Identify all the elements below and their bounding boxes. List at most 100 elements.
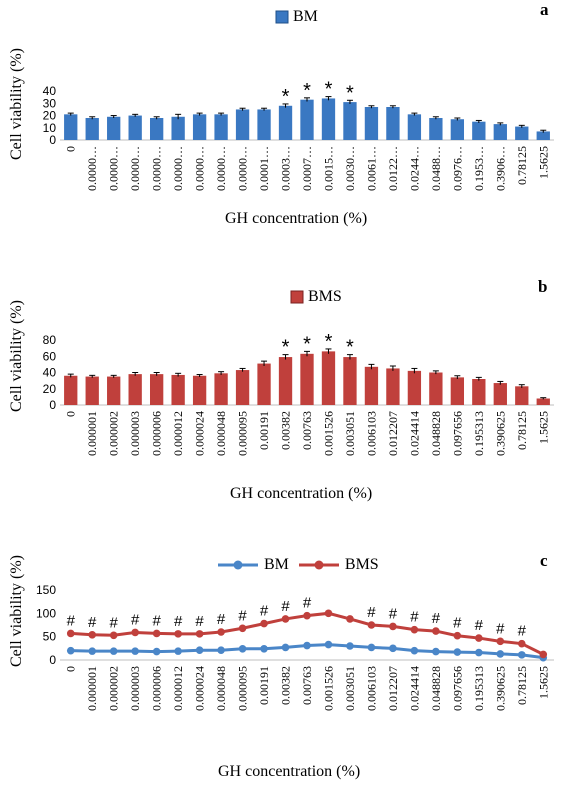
bar <box>343 357 357 405</box>
bar <box>364 366 379 405</box>
data-point <box>174 647 182 655</box>
x-tick-label: 0.006103 <box>364 411 378 456</box>
data-point <box>131 628 139 637</box>
x-tick-label: 0.024414 <box>407 666 421 711</box>
chart-panel-a: BM a Cell viability (%) GH concentration… <box>0 0 567 250</box>
y-tick-label: 20 <box>43 382 57 396</box>
y-tick-label: 0 <box>49 133 56 147</box>
bar <box>493 383 507 405</box>
x-tick-label: 1.5625 <box>536 146 550 179</box>
x-tick-label: 0.78125 <box>515 411 529 450</box>
data-point <box>195 630 204 638</box>
data-point <box>131 647 139 655</box>
legend: BM BMS <box>218 556 379 574</box>
significance-marker: # <box>88 614 97 631</box>
x-tick-label: 0 <box>64 411 78 417</box>
data-point <box>281 643 290 652</box>
bar <box>536 398 550 405</box>
y-tick-label: 100 <box>36 606 56 620</box>
bar <box>536 131 550 140</box>
data-point <box>88 631 97 639</box>
y-tick-label: 60 <box>43 349 57 363</box>
x-tick-label: 0.024414 <box>407 411 421 456</box>
bar <box>85 118 99 140</box>
data-point <box>109 631 118 640</box>
data-point <box>453 648 462 656</box>
x-tick-label: 0.0122… <box>386 146 400 191</box>
data-point <box>217 628 225 636</box>
bar <box>64 375 78 405</box>
x-tick-label: 0.000002 <box>107 666 121 711</box>
x-tick-label: 1.5625 <box>536 411 550 444</box>
data-point <box>496 650 505 658</box>
x-tick-label: 0.78125 <box>515 666 529 705</box>
significance-marker: # <box>195 613 204 630</box>
x-axis-label: GH concentration (%) <box>230 485 373 502</box>
significance-marker: # <box>410 609 419 626</box>
bar <box>192 375 207 405</box>
data-point <box>217 646 225 654</box>
x-tick-label: 0.0244… <box>407 146 421 191</box>
data-point <box>346 615 354 623</box>
x-tick-label: 0.000006 <box>150 411 164 456</box>
bar <box>450 377 465 405</box>
x-tick-label: 0.012207 <box>386 411 400 456</box>
data-point <box>260 645 268 653</box>
x-tick-label: 0 <box>64 666 78 672</box>
significance-marker: * <box>282 86 290 108</box>
panel-label: c <box>540 551 548 570</box>
bar <box>472 121 486 140</box>
x-tick-label: 0.0000… <box>171 146 185 191</box>
y-tick-label: 80 <box>43 333 57 347</box>
bar <box>171 374 185 405</box>
y-tick-label: 50 <box>43 630 57 644</box>
chart-panel-b: BMS b Cell viability (%) GH concentratio… <box>0 250 567 515</box>
legend-swatch-bms <box>290 290 304 304</box>
significance-marker: # <box>152 612 161 629</box>
significance-marker: * <box>325 79 333 101</box>
bar <box>386 368 400 405</box>
significance-marker: # <box>303 595 312 612</box>
x-tick-label: 0.000003 <box>128 666 142 711</box>
significance-marker: # <box>131 611 140 628</box>
bar <box>407 370 422 405</box>
significance-marker: # <box>217 611 226 628</box>
legend-label-bm: BM <box>293 8 318 25</box>
bar <box>278 105 293 140</box>
data-point <box>324 609 333 618</box>
x-tick-label: 0 <box>64 146 78 152</box>
data-point <box>517 651 526 659</box>
significance-marker: * <box>346 337 354 359</box>
significance-marker: # <box>174 613 183 630</box>
legend-swatch-bms <box>298 560 339 570</box>
significance-marker: # <box>475 617 484 634</box>
panel-label: b <box>538 277 548 296</box>
bar <box>171 116 185 140</box>
significance-marker: * <box>282 337 290 359</box>
bar <box>429 372 443 405</box>
data-point <box>281 615 290 623</box>
bar <box>214 373 228 405</box>
y-tick-label: 150 <box>36 583 56 597</box>
data-point <box>475 648 483 657</box>
x-tick-label: 0.00382 <box>279 411 293 450</box>
bar <box>235 109 250 140</box>
x-tick-label: 0.0061… <box>364 146 378 191</box>
bar <box>493 124 507 140</box>
chart-canvas: 0 20 40 60 80 * * * * 0 0.000001 0.000002 0.000003 0.… <box>43 331 554 456</box>
bar <box>321 98 336 140</box>
y-tick-label: 0 <box>49 653 56 667</box>
significance-marker: * <box>325 331 333 353</box>
x-tick-label: 0.001526 <box>321 411 335 456</box>
x-tick-label: 0.0000… <box>128 146 142 191</box>
data-point <box>152 629 161 638</box>
legend-label-bm: BM <box>264 556 289 573</box>
bar <box>343 102 357 140</box>
data-point <box>410 625 419 634</box>
x-tick-label: 0.00763 <box>300 411 314 450</box>
bar <box>149 374 164 405</box>
x-tick-label: 0.097656 <box>450 411 464 456</box>
bar <box>364 107 379 140</box>
x-tick-label: 0.000006 <box>150 666 164 711</box>
